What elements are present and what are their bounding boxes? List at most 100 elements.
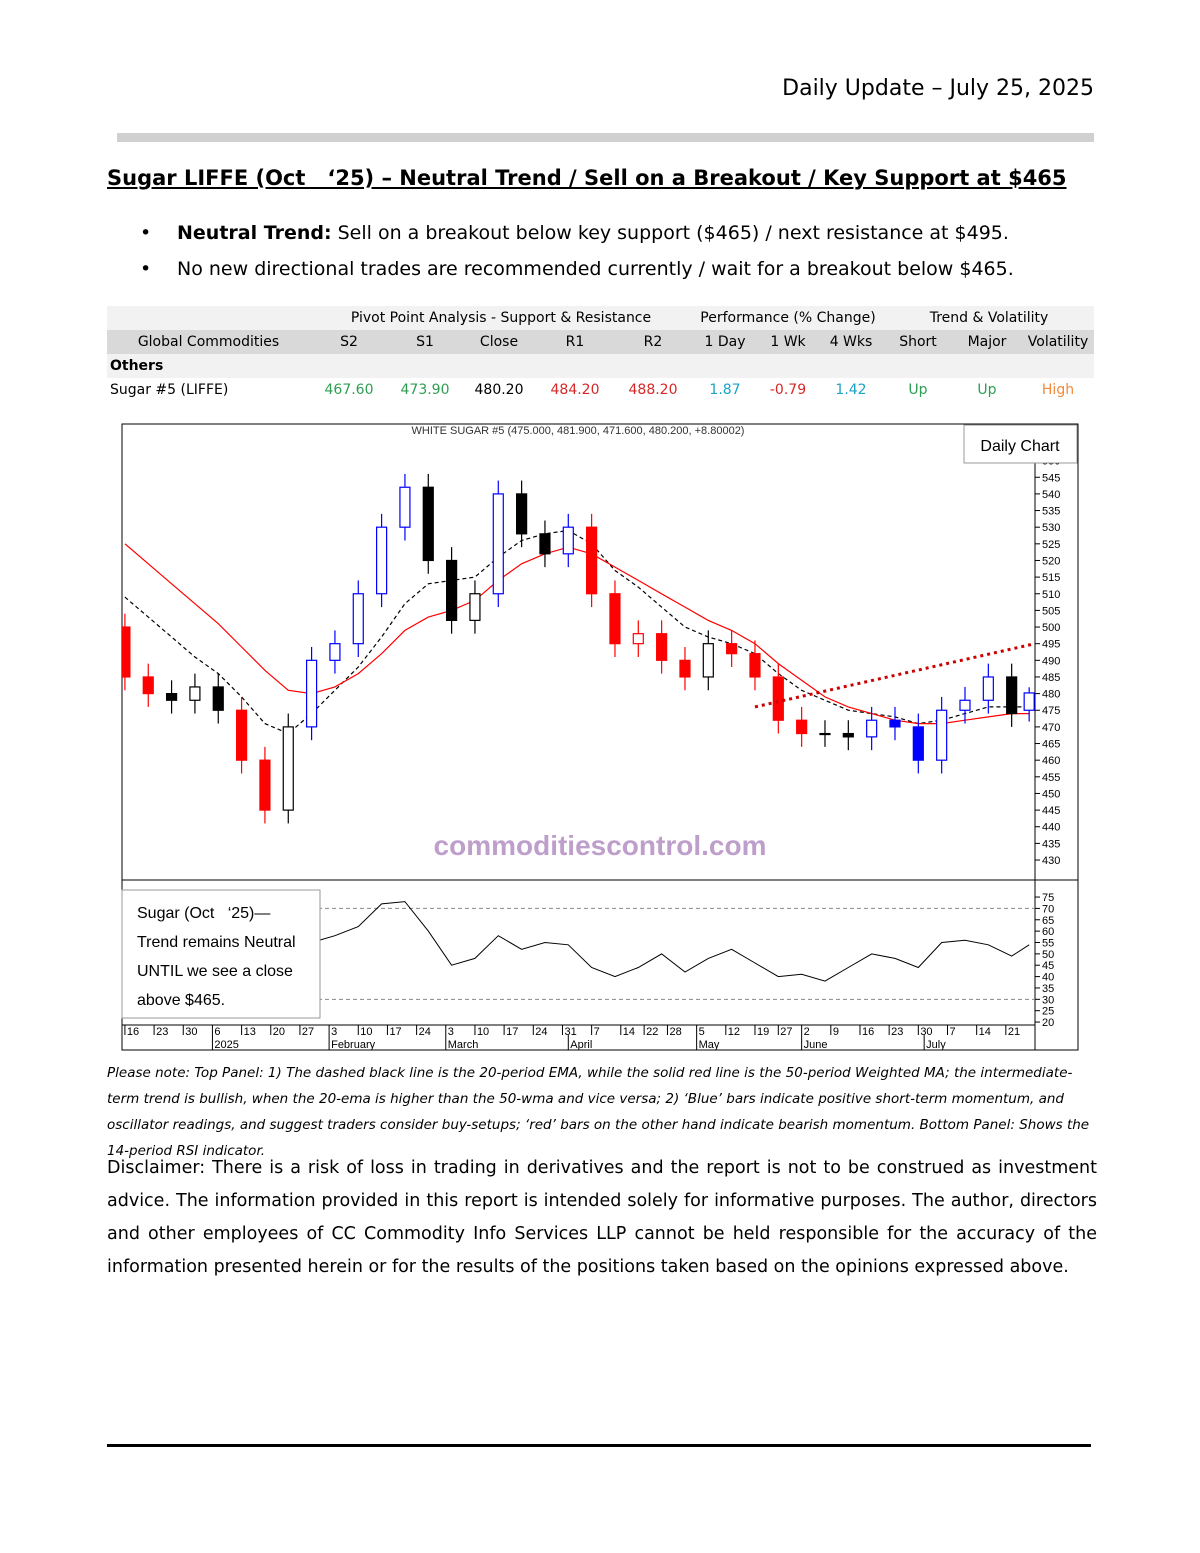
x-tick-label: 30 bbox=[185, 1026, 197, 1038]
x-tick-label: 7 bbox=[949, 1026, 955, 1038]
rsi-y-tick-label: 25 bbox=[1042, 1006, 1054, 1018]
table-cell: 473.90 bbox=[400, 382, 450, 398]
table-cell: Up bbox=[977, 382, 997, 398]
table-cell: -0.79 bbox=[769, 382, 807, 398]
x-tick-label: 27 bbox=[780, 1026, 792, 1038]
candle-body bbox=[329, 643, 341, 661]
group-row: Others bbox=[107, 354, 1094, 378]
y-tick-label: 465 bbox=[1042, 739, 1060, 751]
y-tick-label: 525 bbox=[1042, 539, 1060, 551]
rsi-y-tick-label: 75 bbox=[1042, 892, 1054, 904]
column-header: Close bbox=[462, 330, 536, 354]
month-label: June bbox=[804, 1039, 828, 1051]
candle-body bbox=[516, 493, 528, 535]
group-label: Others bbox=[107, 354, 1094, 378]
x-tick-label: 10 bbox=[360, 1026, 372, 1038]
month-label: April bbox=[570, 1039, 592, 1051]
table-cell: 1.42 bbox=[835, 382, 867, 398]
column-header: Major bbox=[952, 330, 1022, 354]
y-tick-label: 535 bbox=[1042, 506, 1060, 518]
candle-body bbox=[889, 719, 901, 728]
bullet-dot: • bbox=[140, 258, 152, 280]
y-tick-label: 445 bbox=[1042, 805, 1060, 817]
x-tick-label: 9 bbox=[833, 1026, 839, 1038]
table-cell: 488.20 bbox=[628, 382, 678, 398]
y-tick-label: 515 bbox=[1042, 572, 1060, 584]
candle-body bbox=[656, 633, 668, 661]
y-tick-label: 505 bbox=[1042, 605, 1060, 617]
rsi-y-tick-label: 60 bbox=[1042, 926, 1054, 938]
chart: commoditiescontrol.com WHITE SUGAR #5 (47… bbox=[121, 423, 1079, 1051]
candle-body bbox=[142, 676, 154, 695]
group-header-row: Pivot Point Analysis - Support & Resista… bbox=[107, 306, 1094, 330]
bullet: • No new directional trades are recommend… bbox=[140, 258, 1014, 280]
note-line: Sugar (Oct ‘25)— bbox=[137, 905, 270, 922]
candle-body bbox=[842, 732, 854, 738]
candle-body bbox=[912, 726, 924, 761]
bullet-text: No new directional trades are recommende… bbox=[177, 258, 1014, 280]
y-tick-label: 500 bbox=[1042, 622, 1060, 634]
candle-body bbox=[259, 759, 271, 811]
candle-body bbox=[492, 493, 504, 595]
section-title: Sugar LIFFE (Oct ‘25) – Neutral Trend / … bbox=[107, 166, 1067, 190]
bullet-text: Sell on a breakout below key support ($4… bbox=[337, 222, 1009, 244]
month-label: February bbox=[331, 1039, 376, 1051]
column-header: S2 bbox=[310, 330, 388, 354]
candle-body bbox=[702, 643, 714, 678]
group-header: Performance (% Change) bbox=[692, 306, 884, 330]
rsi-y-tick-label: 35 bbox=[1042, 983, 1054, 995]
candle-body bbox=[609, 593, 621, 645]
candle-body bbox=[282, 726, 294, 811]
column-header: Volatility bbox=[1022, 330, 1094, 354]
y-tick-label: 510 bbox=[1042, 589, 1060, 601]
y-tick-label: 470 bbox=[1042, 722, 1060, 734]
x-tick-label: 13 bbox=[244, 1026, 256, 1038]
candle-body bbox=[749, 653, 761, 678]
rsi-y-tick-label: 55 bbox=[1042, 938, 1054, 950]
x-tick-label: 23 bbox=[891, 1026, 903, 1038]
candle-body bbox=[352, 593, 364, 645]
rsi-y-tick-label: 40 bbox=[1042, 972, 1054, 984]
x-tick-label: 23 bbox=[156, 1026, 168, 1038]
y-tick-label: 495 bbox=[1042, 639, 1060, 651]
rsi-y-tick-label: 50 bbox=[1042, 949, 1054, 961]
table-cell: Up bbox=[908, 382, 928, 398]
candle-body bbox=[936, 709, 948, 761]
group-header: Pivot Point Analysis - Support & Resista… bbox=[310, 306, 692, 330]
x-tick-label: 6 bbox=[214, 1026, 220, 1038]
pivot-table: Pivot Point Analysis - Support & Resista… bbox=[107, 306, 1094, 402]
table-cell: High bbox=[1041, 382, 1075, 398]
table-cell: 1.87 bbox=[709, 382, 741, 398]
rsi-y-tick-label: 70 bbox=[1042, 903, 1054, 915]
candle-body bbox=[306, 659, 318, 728]
header-title: Daily Update – July 25, 2025 bbox=[782, 76, 1094, 101]
cell bbox=[107, 306, 310, 330]
column-header: 1 Day bbox=[692, 330, 758, 354]
y-tick-label: 545 bbox=[1042, 472, 1060, 484]
rsi-y-tick-label: 20 bbox=[1042, 1017, 1054, 1029]
table-cell: 467.60 bbox=[324, 382, 374, 398]
price-panel bbox=[122, 473, 1035, 824]
x-tick-label: 24 bbox=[419, 1026, 431, 1038]
candle-body bbox=[679, 659, 691, 678]
rsi-y-tick-label: 30 bbox=[1042, 994, 1054, 1006]
table-cell: 484.20 bbox=[550, 382, 600, 398]
candle-body bbox=[539, 533, 551, 555]
x-tick-label: 28 bbox=[669, 1026, 681, 1038]
candle-body bbox=[726, 643, 738, 655]
candle-body bbox=[632, 633, 644, 645]
x-tick-label: 19 bbox=[757, 1026, 769, 1038]
x-tick-label: 12 bbox=[728, 1026, 740, 1038]
candle-body bbox=[165, 693, 178, 701]
candle-body bbox=[122, 626, 131, 678]
moving-average bbox=[124, 529, 1030, 735]
candle-body bbox=[446, 559, 458, 621]
y-tick-label: 475 bbox=[1042, 705, 1060, 717]
x-tick-label: 24 bbox=[535, 1026, 547, 1038]
candle-body bbox=[399, 486, 411, 528]
chart-caption: Please note: Top Panel: 1) The dashed bl… bbox=[107, 1065, 1090, 1159]
candle-body bbox=[422, 486, 434, 562]
candle-body bbox=[189, 686, 201, 701]
candle-body bbox=[772, 676, 784, 721]
note-box bbox=[121, 889, 321, 1019]
